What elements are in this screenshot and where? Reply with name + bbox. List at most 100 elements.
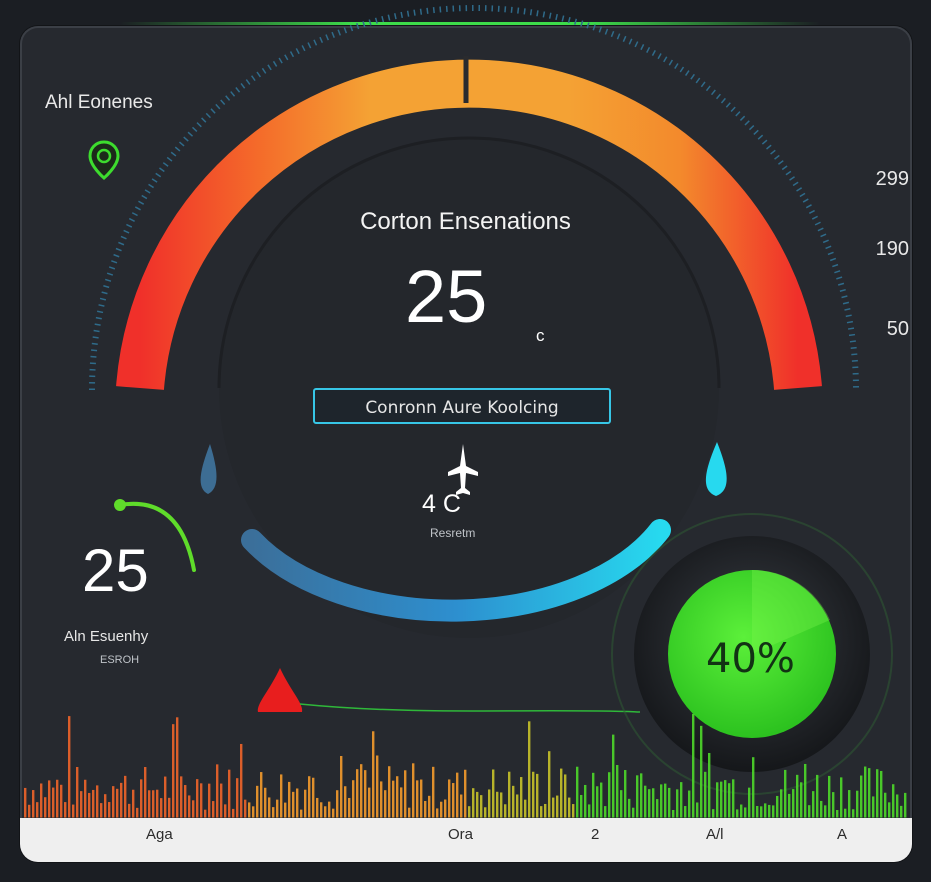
waveform-bar: [380, 781, 383, 818]
waveform-bar: [376, 755, 379, 818]
waveform-bar: [76, 766, 79, 818]
waveform-bar: [760, 806, 763, 818]
waveform-bar: [280, 774, 283, 818]
waveform-bar: [804, 763, 807, 818]
waveform-bar: [848, 790, 851, 818]
percent-dial-value[interactable]: 40%: [706, 636, 795, 682]
waveform-bar: [332, 808, 335, 818]
waveform-bar: [712, 809, 715, 818]
waveform-bar: [596, 786, 599, 818]
waveform-bar: [620, 790, 623, 818]
waveform-bar: [544, 803, 547, 818]
waveform-bar: [452, 783, 455, 818]
waveform-bar: [216, 764, 219, 818]
waveform-bar: [736, 809, 739, 818]
waveform-bar: [324, 806, 327, 818]
mode-button[interactable]: Conronn Aure Koolcing: [313, 388, 611, 424]
axis-label: A: [837, 826, 848, 843]
waveform-bar: [888, 802, 891, 818]
waveform-bar: [168, 797, 171, 818]
gauge-value: 25: [405, 255, 488, 338]
waveform-bar: [756, 805, 759, 818]
waveform-bar: [660, 784, 663, 818]
center-temperature: 4 C: [422, 490, 461, 518]
left-green-arc: [118, 501, 196, 572]
waveform-bar: [628, 798, 631, 818]
waveform-bar: [204, 809, 207, 818]
lower-arc: [241, 519, 671, 622]
waveform-bar: [192, 800, 195, 818]
waveform-bar: [384, 790, 387, 818]
waveform-bar: [604, 806, 607, 818]
waveform-bar: [412, 763, 415, 818]
waveform-bar: [272, 807, 275, 818]
outer-tick-arc: [89, 5, 859, 391]
waveform-bar: [240, 743, 243, 818]
waveform-bar: [480, 795, 483, 818]
waveform-bar: [232, 808, 235, 818]
waveform-bar: [248, 802, 251, 818]
waveform-bar: [676, 789, 679, 818]
waveform-bar: [72, 804, 75, 818]
waveform-bar: [868, 768, 871, 818]
waveform-bar: [840, 777, 843, 818]
waveform-bar: [876, 769, 879, 818]
waveform-bar: [408, 807, 411, 818]
waveform-bar: [852, 809, 855, 818]
waveform-bar: [824, 805, 827, 818]
waveform-bar: [568, 797, 571, 818]
waveform-bar: [800, 782, 803, 818]
waveform-bar: [896, 794, 899, 818]
waveform-bar: [32, 790, 35, 818]
waveform-bar: [304, 789, 307, 818]
waveform-bar: [856, 790, 859, 818]
waveform-bar: [404, 770, 407, 818]
waveform-bar: [36, 802, 39, 818]
waveform-bar: [28, 804, 31, 818]
waveform-bar: [728, 783, 731, 818]
waveform-bar: [792, 789, 795, 818]
left-metric-value: 25: [82, 537, 149, 604]
inner-disc-edge: [217, 136, 721, 389]
waveform-bar: [520, 777, 523, 818]
waveform-bar: [140, 779, 143, 818]
waveform-bar: [392, 780, 395, 818]
waveform-bar: [704, 771, 707, 818]
waveform-bar: [428, 795, 431, 818]
waveform-bar: [116, 788, 119, 818]
waveform-bar: [196, 779, 199, 818]
waveform-bar: [236, 778, 239, 818]
waveform-bar: [80, 791, 83, 818]
waveform-bar: [484, 807, 487, 818]
waveform-bar: [836, 809, 839, 818]
plane-icon: [448, 444, 478, 495]
waveform-bar: [308, 776, 311, 818]
waveform-bar: [312, 777, 315, 818]
green-signal-line: [299, 703, 641, 713]
waveform-bar: [460, 794, 463, 818]
waveform-bars: [24, 713, 907, 818]
waveform-bar: [436, 808, 439, 818]
waveform-bar: [716, 782, 719, 818]
waveform-bar: [844, 808, 847, 818]
left-drop-marker: [200, 444, 217, 494]
waveform-bar: [508, 771, 511, 818]
dial-highlight: [752, 569, 830, 654]
waveform-bar: [124, 775, 127, 818]
waveform-bar: [184, 785, 187, 818]
waveform-bar: [692, 713, 695, 818]
waveform-bar: [548, 751, 551, 818]
waveform-bar: [64, 802, 67, 818]
waveform-bar: [512, 785, 515, 818]
waveform-bar: [352, 780, 355, 818]
waveform-bar: [576, 766, 579, 818]
waveform-bar: [320, 802, 323, 818]
waveform-bar: [472, 788, 475, 818]
location-pin-icon[interactable]: [82, 138, 126, 182]
waveform-bar: [420, 779, 423, 818]
right-drop-marker: [705, 442, 727, 496]
waveform-bar: [808, 805, 811, 818]
waveform-bar: [880, 770, 883, 818]
scale-label-mid: 190: [875, 238, 909, 260]
